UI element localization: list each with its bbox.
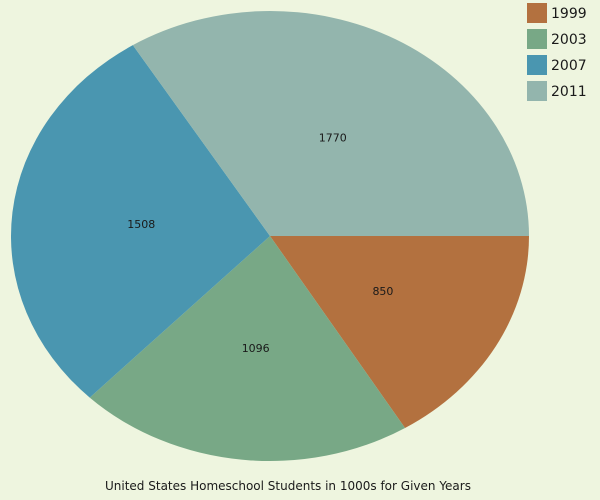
slice-value-label-2003: 1096 [242,342,270,355]
pie-slice-2003 [89,236,406,462]
legend: 1999 2003 2007 2011 [527,3,587,101]
legend-swatch-2011 [527,81,547,101]
legend-swatch-1999 [527,3,547,23]
slice-labels: 850 1096 1508 1770 [127,132,393,355]
pie-slice-2007 [11,45,271,398]
chart-caption: United States Homeschool Students in 100… [105,479,471,493]
legend-label-1999: 1999 [551,6,587,22]
slice-value-label-2007: 1508 [127,218,155,231]
pie-slice-2011 [132,11,529,237]
legend-label-2011: 2011 [551,84,587,100]
legend-label-2007: 2007 [551,58,587,74]
legend-swatch-2003 [527,29,547,49]
legend-swatch-2007 [527,55,547,75]
slice-value-label-2011: 1770 [319,132,347,145]
legend-label-2003: 2003 [551,32,587,48]
pie-slices [11,11,529,462]
pie-slice-1999 [270,236,529,428]
slice-value-label-1999: 850 [372,285,393,298]
